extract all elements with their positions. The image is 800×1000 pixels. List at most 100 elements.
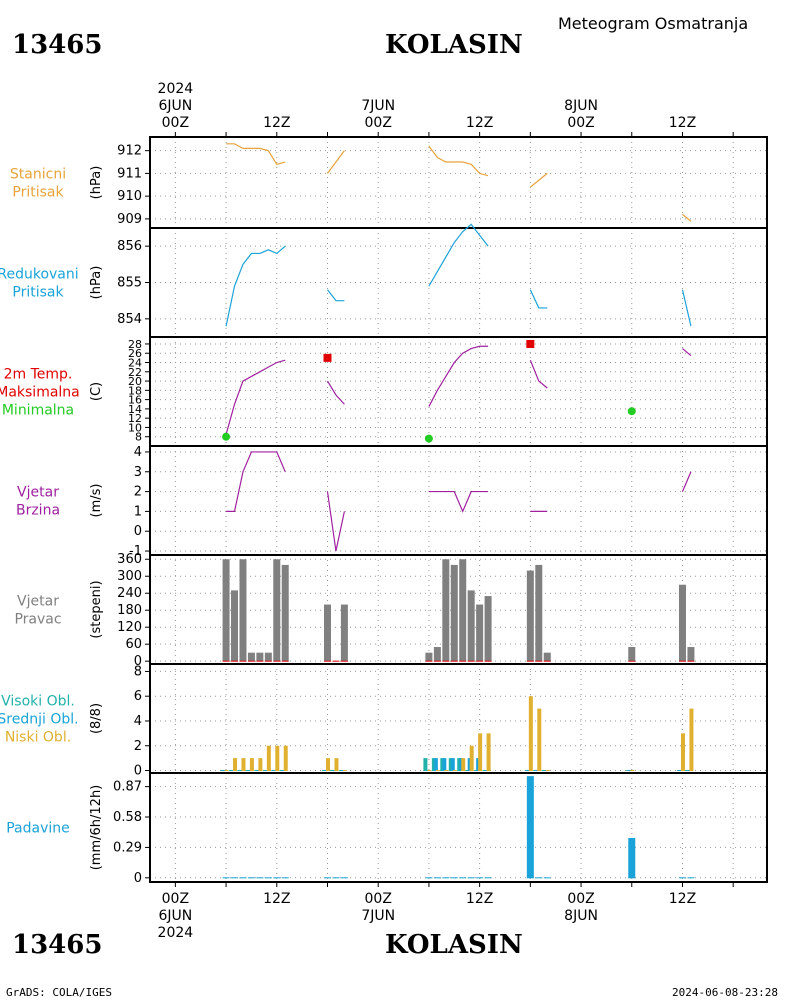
panel-label: Vjetar: [17, 594, 59, 610]
max-temp-marker: [323, 353, 332, 362]
y-tick-label: 12: [128, 412, 142, 425]
y-tick-label: 24: [128, 357, 142, 370]
series-line: [226, 451, 286, 512]
series-line: [327, 150, 345, 174]
date-label-bottom: 7JUN: [361, 908, 395, 924]
series-line: [225, 245, 286, 327]
series-line: [682, 348, 692, 357]
time-tick-label-top: 00Z: [365, 115, 392, 131]
y-tick-label: 910: [117, 189, 142, 204]
y-axis-label: (mm/6h/12h): [89, 785, 104, 871]
series-line: [226, 143, 286, 165]
y-axis-label: (C): [89, 382, 104, 401]
y-axis-label: (m/s): [89, 484, 104, 518]
value-bar: [247, 652, 255, 662]
value-bar: [678, 584, 686, 662]
panel-reduced_pressure: [145, 223, 768, 338]
time-tick-label-bottom: 12Z: [466, 891, 493, 907]
cloud-bar: [450, 758, 455, 771]
panel-frame: [149, 227, 768, 338]
min-temp-marker: [627, 407, 636, 416]
y-tick-label: 3: [134, 465, 142, 480]
series-line: [428, 490, 489, 513]
value-bar: [256, 652, 264, 662]
cloud-bar: [537, 708, 542, 771]
y-tick-label: 28: [128, 338, 142, 351]
time-tick-label-bottom: 00Z: [365, 891, 392, 907]
value-bar: [273, 559, 281, 662]
y-tick-label: 0.58: [113, 810, 142, 825]
cloud-bar: [275, 745, 280, 771]
y-tick-label: 909: [117, 212, 142, 227]
cloud-bar: [680, 733, 685, 771]
time-tick-label-top: 00Z: [162, 115, 189, 131]
panel-frame: [149, 336, 768, 447]
y-tick-label: 22: [128, 366, 142, 379]
cloud-bar: [486, 733, 491, 771]
panel-station_pressure: [145, 136, 768, 229]
y-tick-label: 0: [134, 871, 142, 886]
y-tick-label: 8: [135, 431, 142, 444]
time-tick-label-bottom: 12Z: [669, 891, 696, 907]
panel-label: Maksimalna: [0, 385, 80, 401]
panel-frame: [149, 136, 768, 229]
value-bar: [442, 559, 450, 662]
y-axis-label: (hPa): [89, 266, 104, 300]
station-id-top: 13465: [12, 30, 103, 60]
value-bar: [323, 604, 331, 662]
y-axis-label: (stepeni): [89, 580, 104, 638]
min-temp-marker: [222, 432, 231, 441]
time-tick-label-top: 00Z: [567, 115, 594, 131]
value-bar: [484, 596, 492, 662]
y-axis-label: (hPa): [89, 166, 104, 200]
y-tick-label: 855: [117, 276, 142, 291]
value-bar: [526, 776, 534, 878]
min-temp-marker: [424, 434, 433, 443]
series-line: [327, 289, 345, 302]
value-bar: [450, 564, 458, 662]
value-bar: [222, 559, 230, 662]
y-tick-label: 856: [117, 239, 142, 254]
panel-label: Minimalna: [2, 403, 74, 419]
cloud-bar: [461, 758, 466, 771]
series-line: [682, 213, 692, 222]
y-tick-label: 120: [117, 620, 142, 635]
y-tick-label: 911: [117, 166, 142, 181]
panel-label: Pravac: [14, 612, 61, 628]
panel-cloud_cover: [145, 663, 768, 774]
panel-wind_speed: [145, 445, 768, 556]
year-label-top: 2024: [158, 81, 194, 97]
y-tick-label: 10: [128, 421, 142, 434]
time-tick-label-bottom: 12Z: [263, 891, 290, 907]
series-line: [529, 172, 548, 188]
value-bar: [340, 604, 348, 662]
series-line: [225, 359, 286, 435]
value-bar: [628, 837, 636, 878]
time-tick-label-top: 12Z: [466, 115, 493, 131]
cloud-bar: [469, 745, 474, 771]
y-tick-label: 14: [128, 403, 142, 416]
panel-label: Visoki Obl.: [1, 694, 75, 710]
y-tick-label: 180: [117, 603, 142, 618]
y-tick-label: 240: [117, 586, 142, 601]
cloud-bar: [249, 758, 254, 771]
y-tick-label: 912: [117, 144, 142, 159]
date-label-bottom: 6JUN: [158, 908, 192, 924]
value-bar: [526, 570, 534, 662]
panel-label: Niski Obl.: [5, 730, 71, 746]
y-tick-label: 8: [134, 664, 142, 679]
value-bar: [687, 647, 695, 662]
panel-label: Vjetar: [17, 485, 59, 501]
panel-wind_direction: [145, 554, 768, 665]
panel-label: Stanicni: [10, 167, 66, 183]
time-tick-label-top: 12Z: [263, 115, 290, 131]
y-tick-label: 2: [134, 485, 142, 500]
y-tick-label: 60: [125, 637, 142, 652]
cloud-bar: [325, 758, 330, 771]
time-tick-label-top: 12Z: [669, 115, 696, 131]
y-tick-label: 0: [134, 764, 142, 779]
y-tick-label: 4: [134, 445, 142, 460]
panel-label: Pritisak: [12, 285, 64, 301]
panel-label: Brzina: [16, 503, 60, 519]
